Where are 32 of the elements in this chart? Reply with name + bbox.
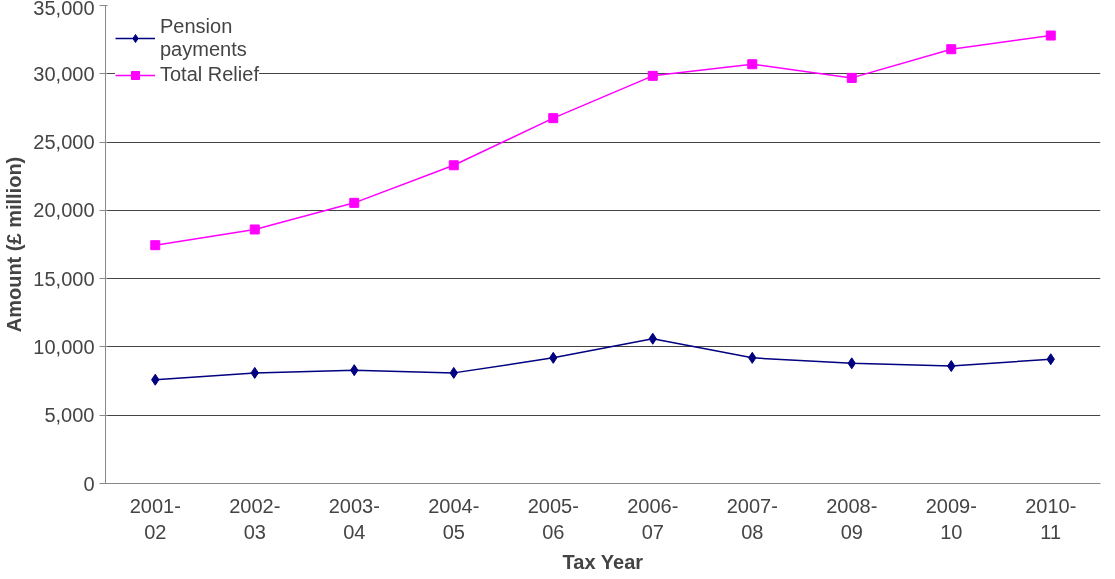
x-tick-label: 2002- 03 [229, 494, 281, 543]
point [249, 224, 260, 235]
point [1045, 30, 1056, 41]
point [747, 59, 758, 70]
x-tick-label: 2003- 04 [328, 494, 380, 543]
point [946, 44, 957, 55]
point [150, 240, 161, 251]
point [846, 72, 857, 83]
y-tick-label: 5,000 [44, 404, 95, 427]
x-tick-label: 2005- 06 [527, 494, 579, 543]
x-tick-label: 2008- 09 [826, 494, 878, 543]
point [448, 160, 459, 171]
x-axis-title: Tax Year [562, 550, 644, 573]
y-tick-label: 35,000 [33, 0, 95, 19]
point [647, 70, 658, 81]
y-tick-label: 15,000 [33, 267, 95, 290]
x-tick-label: 2009- 10 [925, 494, 977, 543]
y-tick-label: 20,000 [33, 199, 95, 222]
y-tick-label: 0 [83, 472, 95, 495]
x-tick-label: 2004- 05 [428, 494, 480, 543]
y-tick-label: 30,000 [33, 62, 95, 85]
x-tick-label: 2010- 11 [1025, 494, 1077, 543]
y-axis-title: Amount (£ million) [3, 156, 26, 333]
x-tick-label: 2006- 07 [627, 494, 679, 543]
legend-label: Total Relief [160, 63, 259, 86]
y-tick-label: 10,000 [33, 335, 95, 358]
point [548, 113, 559, 124]
x-tick-label: 2007- 08 [726, 494, 778, 543]
legend-label: Pension payments [160, 15, 247, 61]
y-tick-label: 25,000 [33, 131, 95, 154]
x-tick-label: 2001- 02 [129, 494, 181, 543]
point [349, 197, 360, 208]
